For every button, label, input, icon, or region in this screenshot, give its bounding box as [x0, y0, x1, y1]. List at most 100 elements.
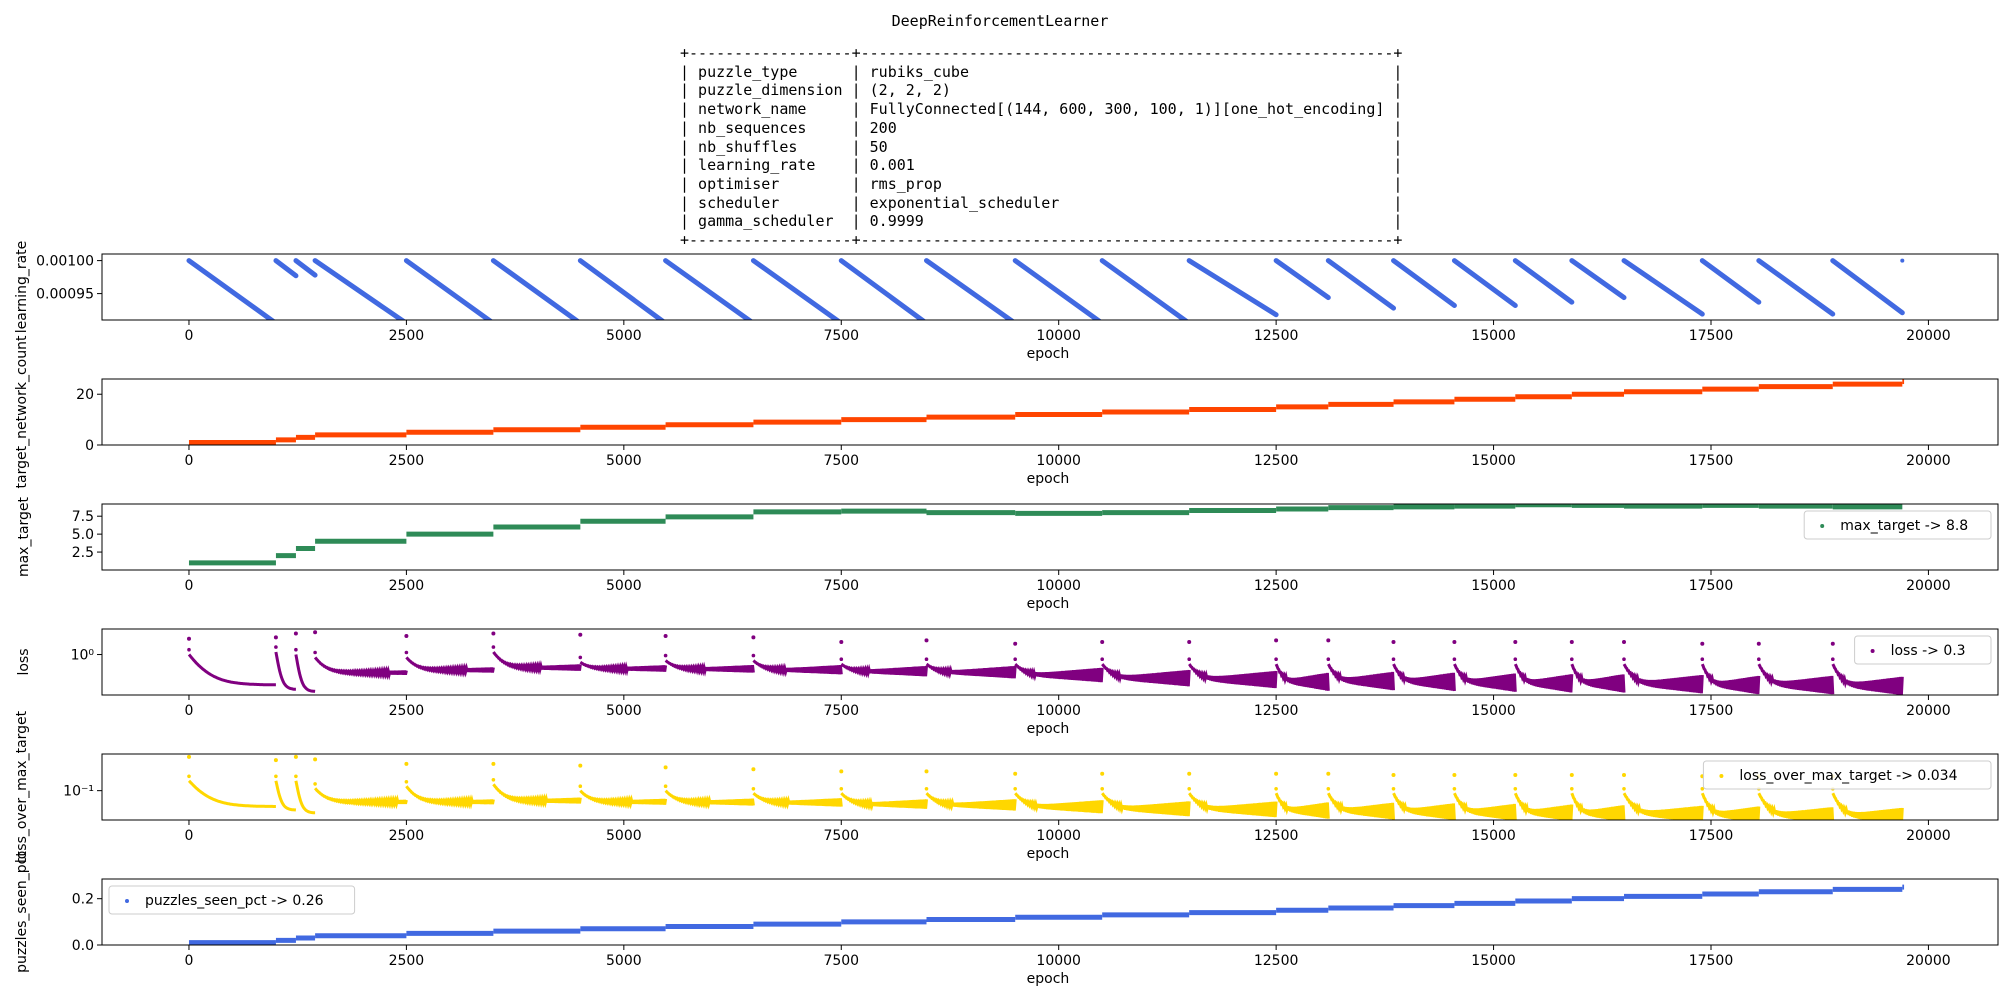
learning_rate-series-segment [273, 258, 299, 279]
loss-spike-point [924, 638, 929, 643]
loss-spike-point [1452, 657, 1457, 661]
learning_rate-series-segment [403, 258, 494, 320]
chart-puzzles_seen_pct: 0 2500 5000 7500 10000 12500 15000 17500 20000 ep… [14, 851, 1999, 987]
loss_over_max_target-series-cycle [274, 780, 297, 812]
learning_rate-series-segment [1699, 258, 1762, 305]
loss_over_max_target-spike-point [187, 754, 191, 759]
y-tick-label: 2.5 [72, 545, 94, 561]
loss_over_max_target-spike-point [1452, 787, 1457, 791]
learning_rate-series-segment [750, 258, 841, 320]
learning_rate-series-segment [1391, 258, 1457, 308]
loss_over_max_target-data [187, 754, 1904, 820]
y-tick-label: 0.2 [72, 892, 94, 908]
x-tick-label: 0 [185, 578, 194, 594]
loss_over_max_target-spike-point [1013, 771, 1018, 776]
loss_over_max_target-spike-point [1391, 787, 1396, 791]
loss_over_max_target-spike-point [1622, 787, 1626, 791]
loss_over_max_target-series-cycle [840, 792, 928, 812]
learning_rate-data [186, 258, 1905, 320]
loss_over_max_target-series-cycle [1700, 792, 1761, 820]
loss-data [187, 630, 1904, 695]
loss-series-cycle [187, 653, 276, 687]
loss-series-cycle [1513, 663, 1574, 693]
loss-spike-point [491, 645, 496, 649]
x-tick-label: 5000 [606, 953, 642, 969]
loss_over_max_target-spike-point [491, 778, 496, 782]
y-tick-label: 7.5 [72, 509, 94, 525]
loss-spike-point [663, 653, 668, 658]
loss-series-cycle [294, 654, 316, 693]
x-tick-label: 2500 [389, 953, 425, 969]
loss-series-cycle [1453, 663, 1517, 692]
puzzles_seen_pct-axes-frame [101, 878, 1999, 946]
x-tick-label: 7500 [823, 453, 859, 469]
loss-series-cycle [313, 656, 408, 681]
loss-spike-point [663, 634, 668, 638]
loss_over_max_target-series-cycle [925, 792, 1017, 812]
loss-series-cycle [1570, 663, 1626, 693]
learning_rate-series-segment [1512, 258, 1575, 305]
loss_over_max_target-series-cycle [579, 789, 668, 810]
x-tick-label: 12500 [1254, 328, 1299, 344]
loss-spike-point [1274, 657, 1278, 661]
loss_over_max_target-spike-point [663, 784, 668, 788]
loss-spike-point [1830, 641, 1835, 646]
loss_over_max_target-series-cycle [1831, 792, 1904, 820]
loss-spike-point [1391, 640, 1396, 644]
loss_over_max_target-series-cycle [1101, 792, 1191, 817]
loss-spike-point [1622, 640, 1626, 644]
loss_over_max_target-spike-point [1622, 773, 1626, 777]
y-tick-label: 5.0 [72, 527, 94, 543]
loss_over_max_target-spike-point [1274, 771, 1279, 776]
legend-marker [125, 899, 129, 903]
loss_over_max_target-series-cycle [313, 787, 408, 810]
learning_rate-axes-frame [101, 253, 1999, 321]
loss_over_max_target-spike-point [1100, 771, 1105, 776]
loss-spike-point [1013, 657, 1017, 661]
x-tick-label: 2500 [389, 703, 425, 719]
x-axis-label: epoch [1027, 596, 1070, 612]
loss-spike-point [404, 650, 409, 655]
x-axis-label: epoch [1027, 346, 1070, 362]
loss-spike-point [293, 631, 298, 636]
loss_over_max_target-spike-point [1452, 773, 1457, 777]
x-tick-label: 17500 [1689, 453, 1734, 469]
y-tick-label: 0 [85, 438, 94, 454]
loss-series-cycle [492, 651, 582, 676]
loss-spike-point [1513, 657, 1518, 661]
x-tick-label: 17500 [1689, 328, 1734, 344]
loss_over_max_target-spike-point [1700, 787, 1705, 791]
loss_over_max_target-spike-point [1326, 771, 1331, 776]
loss_over_max_target-series-cycle [405, 785, 495, 810]
loss_over_max_target-spike-point [839, 769, 844, 774]
loss_over_max_target-spike-point [751, 787, 756, 791]
loss-spike-point [578, 655, 583, 660]
learning_rate-series-segment [490, 258, 581, 320]
loss-spike-point [294, 647, 298, 652]
loss_over_max_target-spike-point [1013, 787, 1017, 791]
loss-spike-point [187, 636, 191, 641]
loss-spike-point [1757, 657, 1761, 661]
parameters-table: +------------------+--------------------… [680, 44, 1403, 250]
learning_rate-series-segment [1325, 258, 1397, 311]
y-axis-label: target_network_count [14, 335, 30, 488]
loss_over_max_target-spike-point [751, 767, 756, 772]
loss-spike-point [1700, 657, 1705, 661]
loss_over_max_target-spike-point [294, 774, 298, 779]
loss_over_max_target-spike-point [1187, 771, 1192, 776]
x-tick-label: 20000 [1906, 703, 1951, 719]
legend-label: puzzles_seen_pct -> 0.26 [145, 893, 324, 909]
learning_rate-series-segment [1451, 258, 1518, 308]
loss_over_max_target-spike-point [924, 769, 929, 774]
x-tick-label: 2500 [389, 578, 425, 594]
loss-series-cycle [1274, 663, 1330, 691]
loss_over_max_target-spike-point [1513, 787, 1518, 791]
loss_over_max_target-series-cycle [1757, 792, 1835, 820]
x-tick-label: 12500 [1254, 703, 1299, 719]
loss_over_max_target-series-cycle [1622, 792, 1704, 820]
learning_rate-series-segment [293, 258, 318, 278]
loss-series-cycle [1101, 663, 1191, 687]
loss-spike-point [1700, 641, 1705, 646]
legend-label: loss_over_max_target -> 0.034 [1739, 768, 1957, 784]
learning_rate-series-segment [186, 258, 276, 320]
